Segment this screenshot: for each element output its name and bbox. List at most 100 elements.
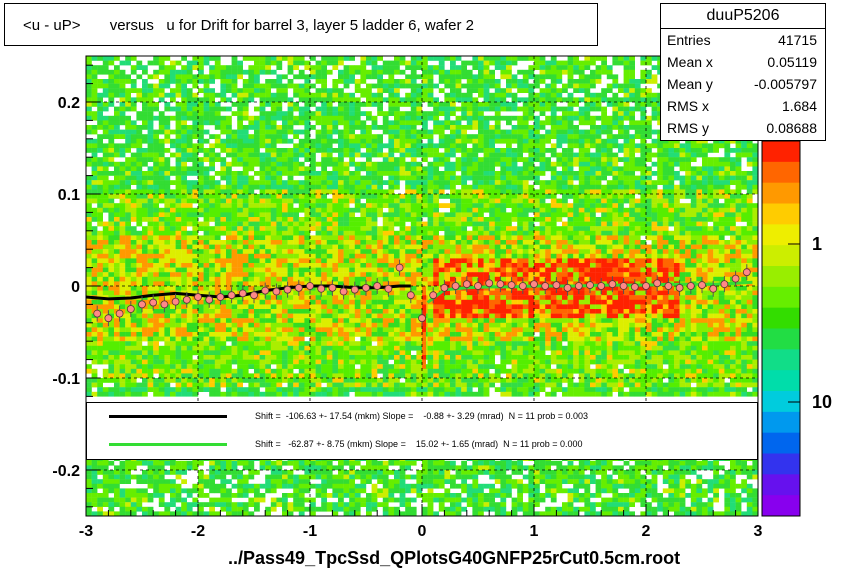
heatmap-cell — [741, 198, 747, 204]
heatmap-cell — [102, 88, 109, 93]
heatmap-cell — [590, 120, 596, 126]
heatmap-cell — [198, 102, 204, 107]
heatmap-cell — [102, 253, 109, 259]
heatmap-cell — [444, 115, 451, 121]
heatmap-cell — [332, 92, 339, 98]
heatmap-cell — [522, 221, 529, 227]
heatmap-cell — [147, 157, 154, 162]
heatmap-cell — [657, 171, 663, 176]
heatmap-cell — [354, 230, 361, 236]
heatmap-cell — [746, 143, 753, 149]
heatmap-cell — [293, 88, 299, 93]
heatmap-cell — [158, 253, 165, 259]
heatmap-cell — [343, 207, 350, 213]
heatmap-cell — [97, 249, 103, 254]
heatmap-cell — [270, 60, 277, 66]
heatmap-cell — [466, 111, 473, 116]
heatmap-cell — [153, 230, 159, 236]
heatmap-cell — [500, 134, 507, 139]
heatmap-cell — [466, 175, 473, 181]
heatmap-cell — [198, 157, 204, 162]
heatmap-cell — [427, 207, 434, 213]
heatmap-cell — [444, 143, 451, 149]
heatmap-cell — [349, 189, 355, 195]
heatmap-cell — [427, 244, 434, 250]
heatmap-cell — [86, 212, 92, 218]
heatmap-cell — [164, 79, 171, 84]
heatmap-cell — [478, 138, 484, 144]
heatmap-cell — [382, 120, 389, 126]
heatmap-cell — [410, 249, 417, 254]
heatmap-cell — [550, 161, 557, 167]
heatmap-cell — [595, 69, 602, 75]
heatmap-cell — [136, 60, 143, 66]
heatmap-cell — [315, 226, 322, 231]
heatmap-cell — [259, 198, 266, 204]
heatmap-cell — [746, 161, 753, 167]
heatmap-cell — [410, 120, 417, 126]
heatmap-cell — [130, 198, 137, 204]
heatmap-cell — [623, 240, 630, 245]
heatmap-cell — [293, 244, 299, 250]
heatmap-cell — [702, 171, 708, 176]
heatmap-cell — [679, 212, 686, 218]
heatmap-cell — [450, 106, 456, 112]
heatmap-cell — [114, 152, 120, 158]
heatmap-cell — [595, 152, 602, 158]
heatmap-cell — [595, 240, 602, 245]
heatmap-cell — [326, 152, 333, 158]
heatmap-cell — [142, 115, 148, 121]
heatmap-cell — [578, 97, 585, 103]
heatmap-cell — [86, 102, 92, 107]
heatmap-cell — [702, 212, 708, 218]
heatmap-cell — [450, 69, 456, 75]
heatmap-cell — [164, 175, 171, 181]
heatmap-cell — [422, 175, 428, 181]
heatmap-cell — [590, 175, 596, 181]
heatmap-cell — [142, 198, 148, 204]
heatmap-cell — [746, 180, 753, 185]
heatmap-cell — [366, 138, 372, 144]
heatmap-cell — [192, 106, 199, 112]
heatmap-cell — [483, 221, 490, 227]
heatmap-cell — [388, 212, 395, 218]
heatmap-cell — [220, 115, 227, 121]
heatmap-cell — [136, 157, 143, 162]
heatmap-cell — [388, 226, 395, 231]
heatmap-cell — [506, 212, 512, 218]
heatmap-cell — [646, 157, 652, 162]
heatmap-cell — [567, 249, 574, 254]
heatmap-cell — [349, 267, 355, 273]
heatmap-cell — [506, 189, 512, 195]
heatmap-cell — [209, 230, 215, 236]
heatmap-cell — [354, 240, 361, 245]
heatmap-cell — [662, 240, 669, 245]
heatmap-cell — [354, 106, 361, 112]
heatmap-cell — [562, 129, 568, 135]
heatmap-cell — [170, 221, 176, 227]
heatmap-cell — [735, 253, 742, 259]
heatmap-cell — [377, 166, 383, 172]
heatmap-cell — [724, 184, 731, 190]
heatmap-cell — [304, 258, 311, 264]
heatmap-cell — [618, 198, 624, 204]
heatmap-cell — [214, 207, 221, 213]
heatmap-cell — [304, 92, 311, 98]
heatmap-cell — [270, 258, 277, 264]
heatmap-cell — [522, 134, 529, 139]
heatmap-cell — [214, 106, 221, 112]
heatmap-cell — [433, 217, 439, 222]
heatmap-cell — [584, 129, 591, 135]
heatmap-cell — [209, 249, 215, 254]
heatmap-cell — [741, 253, 747, 259]
heatmap-cell — [321, 60, 327, 66]
heatmap-cell — [690, 166, 697, 172]
heatmap-cell — [718, 217, 725, 222]
heatmap-cell — [198, 226, 204, 231]
heatmap-cell — [259, 171, 266, 176]
heatmap-cell — [270, 171, 277, 176]
heatmap-cell — [550, 69, 557, 75]
heatmap-cell — [170, 244, 176, 250]
heatmap-cell — [466, 97, 473, 103]
heatmap-cell — [433, 125, 439, 130]
